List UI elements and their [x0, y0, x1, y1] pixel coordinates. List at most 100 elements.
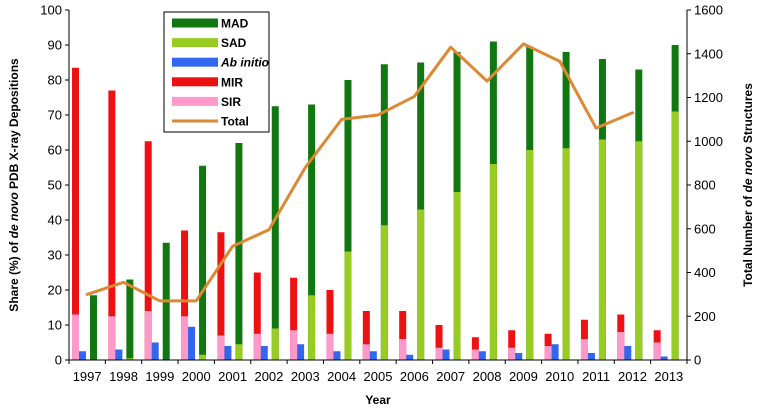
bar-mir-1997 [72, 67, 79, 360]
total-line-layer [85, 42, 634, 303]
legend-box [163, 11, 270, 133]
y2-tick-label-400: 400 [694, 265, 716, 280]
y2-tick-label-1400: 1400 [694, 46, 723, 61]
bar-sad-2005 [380, 225, 388, 360]
y-tick-label-10: 10 [48, 318, 62, 333]
bar-sad-2004 [344, 251, 352, 360]
bar-mir-1999 [144, 141, 152, 360]
bar-mir-2002 [253, 272, 261, 360]
y-tick-label-0: 0 [55, 353, 62, 368]
bar-ab-initio-2009 [515, 353, 523, 360]
bar-sad-2012 [635, 141, 643, 360]
bar-ab-initio-2002 [260, 346, 268, 360]
bar-mir-2007 [435, 325, 443, 360]
bar-sir-2007 [435, 347, 443, 360]
bar-sir-2005 [362, 344, 370, 360]
x-tick-label-2007: 2007 [436, 369, 465, 384]
bar-mad-2002 [271, 106, 279, 360]
bar-mir-1998 [108, 90, 116, 360]
bar-mad-2001 [235, 143, 243, 360]
x-tick-label-2003: 2003 [291, 369, 320, 384]
y2-tick-label-600: 600 [694, 221, 716, 236]
bar-sir-2010 [544, 346, 552, 360]
y-tick-label-60: 60 [48, 143, 62, 158]
bar-mad-2003 [308, 104, 316, 360]
y2-tick-label-800: 800 [694, 178, 716, 193]
bar-ab-initio-2011 [587, 353, 595, 360]
x-tick-label-2011: 2011 [582, 369, 610, 384]
x-tick-label-2006: 2006 [400, 369, 429, 384]
bar-ab-initio-2001 [224, 346, 232, 360]
bar-sir-2012 [617, 332, 625, 360]
x-tick-label-2008: 2008 [473, 369, 502, 384]
x-axis-title: Year [365, 393, 391, 407]
y-tick-label-30: 30 [48, 248, 62, 263]
x-tick-label-1998: 1998 [109, 369, 138, 384]
y-tick-label-100: 100 [40, 3, 62, 18]
bar-ab-initio-2012 [624, 346, 632, 360]
bar-ab-initio-1998 [115, 349, 123, 360]
bar-sir-2009 [508, 347, 516, 360]
legend-swatch-mad [172, 18, 218, 28]
legend: MAD SAD Ab initio MIR SIR Total [163, 11, 270, 133]
y2-tick-label-1600: 1600 [694, 3, 723, 18]
bar-mir-2004 [326, 290, 334, 360]
bar-sir-2003 [290, 330, 298, 360]
y2-tick-label-0: 0 [694, 353, 701, 368]
bar-ab-initio-2007 [442, 349, 450, 360]
bar-ab-initio-1999 [151, 342, 159, 360]
x-tick-label-2002: 2002 [254, 369, 283, 384]
bar-sad-2001 [235, 344, 243, 360]
x-tick-label-2009: 2009 [509, 369, 538, 384]
bar-sir-2008 [471, 349, 479, 360]
x-tick-label-2013: 2013 [654, 369, 683, 384]
y-tick-label-90: 90 [48, 38, 62, 53]
bar-sir-2004 [326, 333, 334, 360]
bar-mir-2008 [471, 337, 479, 360]
legend-label-mir: MIR [221, 75, 243, 89]
x-tick-label-2001: 2001 [218, 369, 247, 384]
ticks-layer: 0102030405060708090100020040060080010001… [40, 3, 723, 385]
x-tick-label-2000: 2000 [182, 369, 211, 384]
bar-mad-2000 [199, 165, 207, 360]
y-tick-label-40: 40 [48, 213, 62, 228]
bar-mad-2005 [380, 64, 388, 360]
y2-tick-label-1200: 1200 [694, 90, 723, 105]
legend-label-total: Total [221, 115, 249, 129]
bar-mad-1998 [126, 279, 134, 360]
bar-mir-2001 [217, 232, 225, 360]
y-axis-title-left: Share (%) of de novo PDB X-ray Depositio… [7, 58, 21, 312]
x-tick-label-2012: 2012 [618, 369, 647, 384]
bar-ab-initio-2008 [478, 351, 486, 360]
y-tick-label-70: 70 [48, 108, 62, 123]
bar-sir-2006 [399, 339, 407, 360]
bar-ab-initio-2003 [297, 344, 305, 360]
legend-label-sir: SIR [221, 95, 241, 109]
bar-sad-2013 [671, 111, 679, 360]
legend-label-mad: MAD [221, 17, 249, 31]
bar-ab-initio-2000 [188, 326, 196, 360]
x-tick-label-1999: 1999 [145, 369, 174, 384]
x-tick-label-1997: 1997 [73, 369, 102, 384]
bar-sad-2009 [526, 150, 534, 360]
y-tick-label-50: 50 [48, 178, 62, 193]
bar-mir-2000 [181, 230, 189, 360]
x-tick-label-2010: 2010 [545, 369, 574, 384]
bar-sad-2002 [271, 328, 279, 360]
bar-sir-1999 [144, 311, 152, 360]
bar-mir-2009 [508, 330, 516, 360]
y2-tick-label-1000: 1000 [694, 134, 723, 149]
y-axis-title-right: Total Number of de novo Structures [741, 83, 755, 287]
y2-tick-label-200: 200 [694, 309, 716, 324]
total-line [85, 42, 634, 303]
bar-ab-initio-1997 [79, 351, 86, 360]
y-tick-label-20: 20 [48, 283, 62, 298]
bar-mad-1997 [90, 295, 97, 360]
bar-ab-initio-2004 [333, 351, 341, 360]
bar-mad-2004 [344, 80, 352, 360]
bar-sad-2010 [562, 148, 570, 360]
bar-sad-2003 [308, 295, 316, 360]
bar-sad-2008 [489, 164, 497, 360]
bar-sad-2007 [453, 192, 461, 360]
